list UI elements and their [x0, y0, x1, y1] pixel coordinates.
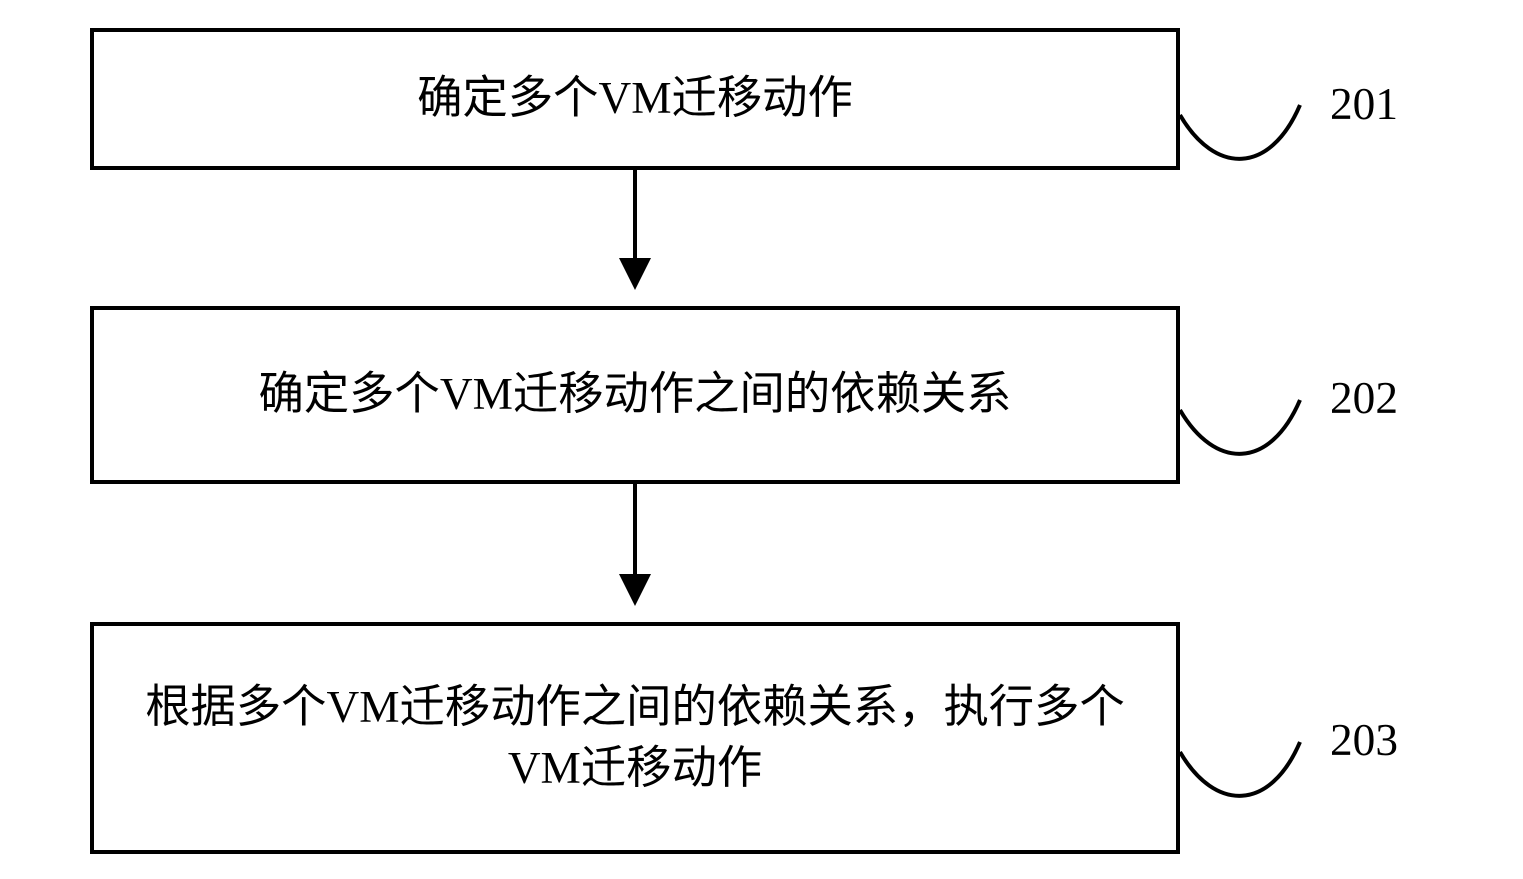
flow-step-1: 确定多个VM迁移动作	[90, 28, 1180, 170]
flowchart-canvas: 确定多个VM迁移动作 确定多个VM迁移动作之间的依赖关系 根据多个VM迁移动作之…	[0, 0, 1523, 879]
flow-step-1-text: 确定多个VM迁移动作	[417, 68, 853, 129]
step-number-203: 203	[1330, 714, 1398, 766]
step-number-202: 202	[1330, 372, 1398, 424]
flow-step-3-text: 根据多个VM迁移动作之间的依赖关系，执行多个VM迁移动作	[124, 677, 1146, 799]
flow-step-2-text: 确定多个VM迁移动作之间的依赖关系	[259, 364, 1012, 425]
flow-step-2: 确定多个VM迁移动作之间的依赖关系	[90, 306, 1180, 484]
step-callout-curves	[1180, 105, 1300, 796]
flow-step-3: 根据多个VM迁移动作之间的依赖关系，执行多个VM迁移动作	[90, 622, 1180, 854]
step-number-201: 201	[1330, 78, 1398, 130]
